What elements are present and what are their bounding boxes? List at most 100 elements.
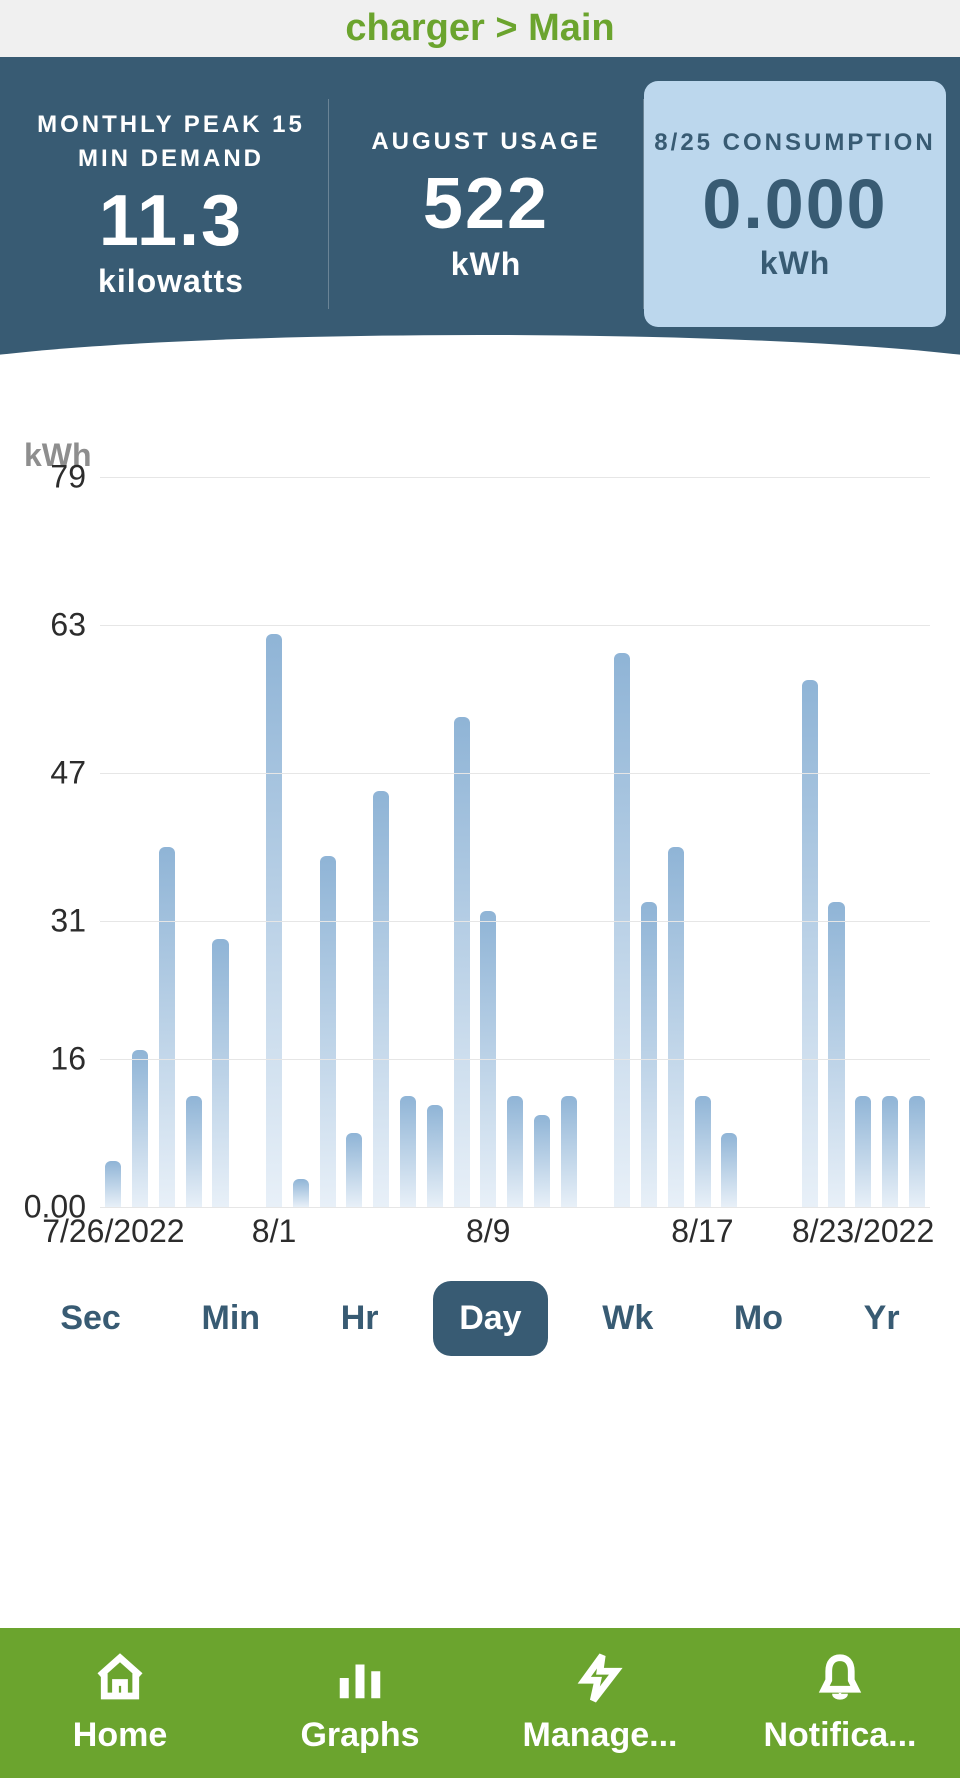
bar-slot[interactable]	[502, 477, 529, 1207]
bar-slot[interactable]	[555, 477, 582, 1207]
range-tab-day[interactable]: Day	[433, 1281, 547, 1356]
bar-slot[interactable]	[689, 477, 716, 1207]
range-tab-wk[interactable]: Wk	[576, 1281, 679, 1356]
nav-home[interactable]: Home	[0, 1628, 240, 1778]
range-tab-yr[interactable]: Yr	[838, 1281, 926, 1356]
range-tabs: Sec Min Hr Day Wk Mo Yr	[0, 1257, 960, 1386]
gridline	[100, 921, 930, 922]
metric-label: 8/25 CONSUMPTION	[648, 126, 942, 160]
bar-slot[interactable]	[207, 477, 234, 1207]
xtick-label: 8/1	[252, 1213, 296, 1250]
bar-slot[interactable]	[180, 477, 207, 1207]
bar	[427, 1105, 443, 1207]
gridline	[100, 625, 930, 626]
bar	[561, 1096, 577, 1207]
metric-monthly-usage[interactable]: AUGUST USAGE 522 kWh	[329, 81, 643, 327]
metric-peak-demand[interactable]: MONTHLY PEAK 15 MIN DEMAND 11.3 kilowatt…	[14, 81, 328, 327]
bar-slot[interactable]	[100, 477, 127, 1207]
chart-bars	[100, 477, 930, 1207]
metric-unit: kilowatts	[24, 263, 318, 300]
gridline	[100, 773, 930, 774]
bar	[132, 1050, 148, 1207]
nav-graphs[interactable]: Graphs	[240, 1628, 480, 1778]
bar-slot[interactable]	[127, 477, 154, 1207]
bottom-nav: Home Graphs Manage... Notifica...	[0, 1628, 960, 1778]
bar	[507, 1096, 523, 1207]
metric-value: 522	[339, 168, 633, 240]
bar-slot[interactable]	[716, 477, 743, 1207]
metrics-panel: MONTHLY PEAK 15 MIN DEMAND 11.3 kilowatt…	[0, 57, 960, 367]
nav-label: Manage...	[523, 1716, 678, 1755]
bar	[400, 1096, 416, 1207]
metric-value: 0.000	[648, 169, 942, 239]
bar-slot[interactable]	[609, 477, 636, 1207]
bar	[614, 653, 630, 1207]
bar-slot[interactable]	[154, 477, 181, 1207]
bar	[721, 1133, 737, 1207]
manage-icon	[573, 1651, 627, 1710]
metric-label: AUGUST USAGE	[339, 125, 633, 159]
nav-notifications[interactable]: Notifica...	[720, 1628, 960, 1778]
bar	[293, 1179, 309, 1207]
bar-slot[interactable]	[475, 477, 502, 1207]
range-tab-mo[interactable]: Mo	[708, 1281, 809, 1356]
breadcrumb[interactable]: charger > Main	[345, 7, 614, 50]
bar	[695, 1096, 711, 1207]
range-tab-sec[interactable]: Sec	[34, 1281, 147, 1356]
header: charger > Main	[0, 0, 960, 57]
bar	[641, 902, 657, 1207]
metric-label: MONTHLY PEAK 15 MIN DEMAND	[24, 108, 318, 175]
bar	[105, 1161, 121, 1207]
bar-slot[interactable]	[287, 477, 314, 1207]
bar	[882, 1096, 898, 1207]
xtick-label: 8/9	[466, 1213, 510, 1250]
metric-unit: kWh	[339, 246, 633, 283]
graphs-icon	[333, 1651, 387, 1710]
ytick-label: 47	[50, 754, 100, 791]
bar-slot[interactable]	[368, 477, 395, 1207]
metric-value: 11.3	[24, 185, 318, 257]
bar-slot[interactable]	[582, 477, 609, 1207]
bar	[802, 680, 818, 1207]
metric-unit: kWh	[648, 245, 942, 282]
range-tab-min[interactable]: Min	[176, 1281, 287, 1356]
bar-slot[interactable]	[234, 477, 261, 1207]
nav-label: Graphs	[300, 1716, 419, 1755]
bar-slot[interactable]	[529, 477, 556, 1207]
bar-slot[interactable]	[823, 477, 850, 1207]
bar	[909, 1096, 925, 1207]
bar-slot[interactable]	[341, 477, 368, 1207]
gridline	[100, 1059, 930, 1060]
xtick-label: 8/17	[671, 1213, 733, 1250]
bar-slot[interactable]	[743, 477, 770, 1207]
bar	[346, 1133, 362, 1207]
bar	[212, 939, 228, 1207]
bar-slot[interactable]	[877, 477, 904, 1207]
bar-slot[interactable]	[796, 477, 823, 1207]
bar-slot[interactable]	[421, 477, 448, 1207]
bar	[534, 1115, 550, 1207]
bar-slot[interactable]	[636, 477, 663, 1207]
bar-slot[interactable]	[448, 477, 475, 1207]
range-tab-hr[interactable]: Hr	[315, 1281, 405, 1356]
bar-slot[interactable]	[903, 477, 930, 1207]
nav-label: Notifica...	[763, 1716, 916, 1755]
xtick-label: 8/23/2022	[792, 1213, 934, 1250]
chart-body: 0.001631476379	[100, 477, 930, 1207]
bar-slot[interactable]	[770, 477, 797, 1207]
usage-chart[interactable]: kWh 0.001631476379 7/26/20228/18/98/178/…	[0, 367, 960, 1257]
home-icon	[93, 1651, 147, 1710]
bar-slot[interactable]	[662, 477, 689, 1207]
bar	[320, 856, 336, 1207]
bar-slot[interactable]	[314, 477, 341, 1207]
metric-daily-consumption[interactable]: 8/25 CONSUMPTION 0.000 kWh	[644, 81, 946, 327]
chart-xaxis: 7/26/20228/18/98/178/23/2022	[100, 1207, 930, 1257]
nav-manage[interactable]: Manage...	[480, 1628, 720, 1778]
bar-slot[interactable]	[261, 477, 288, 1207]
bar-slot[interactable]	[850, 477, 877, 1207]
nav-label: Home	[73, 1716, 167, 1755]
bar	[454, 717, 470, 1207]
bar	[159, 847, 175, 1207]
bar-slot[interactable]	[395, 477, 422, 1207]
bar	[668, 847, 684, 1207]
